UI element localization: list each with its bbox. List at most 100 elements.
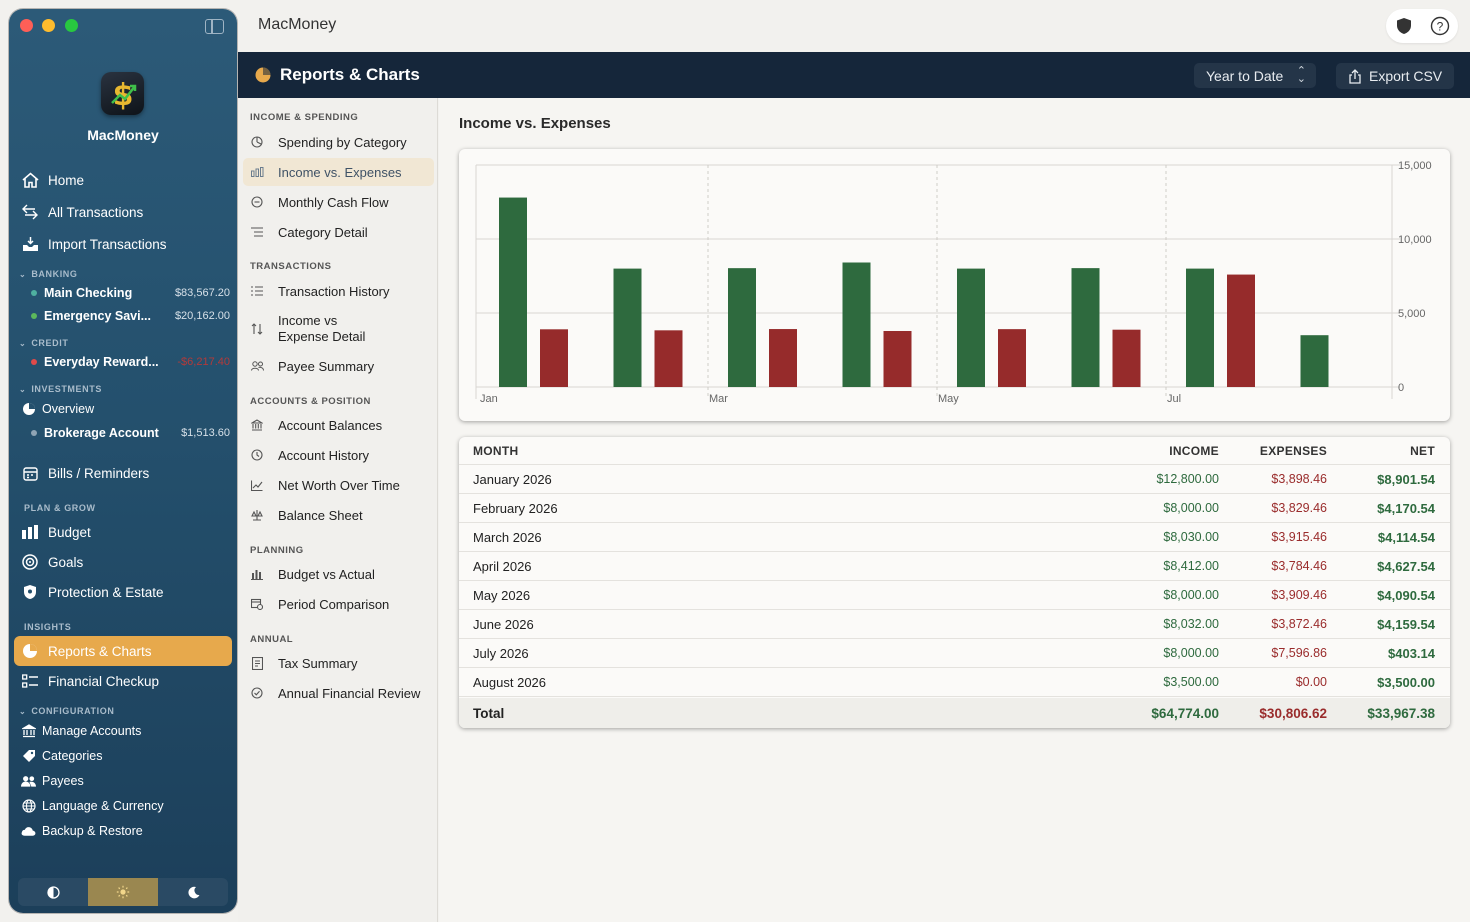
cell-income: $8,032.00 xyxy=(1163,617,1219,631)
sidebar-item-investments-overview[interactable]: Overview xyxy=(14,397,232,421)
dark-theme-button[interactable] xyxy=(158,878,228,906)
cell-expenses: $3,829.46 xyxy=(1271,501,1327,515)
sidebar-item-reports-charts[interactable]: Reports & Charts xyxy=(14,636,232,666)
sidebar-item-bills-reminders[interactable]: Bills / Reminders xyxy=(14,459,232,487)
cell-expenses: $3,909.46 xyxy=(1271,588,1327,602)
cell-expenses: $3,898.46 xyxy=(1271,472,1327,486)
sidebar-item-manage-accounts[interactable]: Manage Accounts xyxy=(14,719,232,743)
period-select[interactable]: Year to Date ⌃ ⌄ xyxy=(1194,63,1316,88)
sidebar-item-label: Overview xyxy=(42,402,95,416)
toolbar-actions: ? xyxy=(1386,9,1458,43)
column-header-net[interactable]: NET xyxy=(1410,443,1435,458)
report-item-transaction-history[interactable]: Transaction History xyxy=(243,277,434,305)
table-row[interactable]: January 2026 $12,800.00 $3,898.46 $8,901.54 xyxy=(459,465,1450,494)
sidebar-item-protection-estate[interactable]: Protection & Estate xyxy=(14,578,232,606)
sidebar-toggle-icon[interactable] xyxy=(205,19,224,34)
appearance-switcher xyxy=(18,878,228,906)
sidebar-item-goals[interactable]: Goals xyxy=(14,548,232,576)
auto-theme-button[interactable] xyxy=(18,878,88,906)
report-item-tax-summary[interactable]: Tax Summary xyxy=(243,649,434,677)
y-tick-label: 5,000 xyxy=(1398,308,1426,320)
sidebar-item-home[interactable]: Home xyxy=(14,166,232,194)
page-title: Reports & Charts xyxy=(280,65,420,84)
credit-section-label[interactable]: ⌄ CREDIT xyxy=(19,338,69,348)
sidebar-item-payees[interactable]: Payees xyxy=(14,769,232,793)
banking-section-label[interactable]: ⌄ BANKING xyxy=(19,269,78,279)
table-row[interactable]: April 2026 $8,412.00 $3,784.46 $4,627.54 xyxy=(459,552,1450,581)
backup-icon xyxy=(21,824,36,839)
cash-flow-icon xyxy=(250,195,264,209)
report-item-payee-summary[interactable]: Payee Summary xyxy=(243,352,434,380)
investments-section-label[interactable]: ⌄ INVESTMENTS xyxy=(19,384,102,394)
bar-chart-icon xyxy=(250,165,264,179)
cell-net: $3,500.00 xyxy=(1377,674,1435,690)
report-item-income-vs-expense-detail[interactable]: Income vs Expense Detail xyxy=(243,312,434,346)
table-row[interactable]: July 2026 $8,000.00 $7,596.86 $403.14 xyxy=(459,639,1450,668)
export-csv-button[interactable]: Export CSV xyxy=(1336,63,1454,89)
minimize-window-button[interactable] xyxy=(42,19,55,32)
sidebar-item-financial-checkup[interactable]: Financial Checkup xyxy=(14,667,232,695)
table-row[interactable]: February 2026 $8,000.00 $3,829.46 $4,170.54 xyxy=(459,494,1450,523)
report-item-balance-sheet[interactable]: Balance Sheet xyxy=(243,501,434,529)
sidebar-item-backup-restore[interactable]: Backup & Restore xyxy=(14,819,232,843)
sidebar-item-language-currency[interactable]: Language & Currency xyxy=(14,794,232,818)
table-row[interactable]: May 2026 $8,000.00 $3,909.46 $4,090.54 xyxy=(459,581,1450,610)
account-balance: -$6,217.40 xyxy=(177,356,230,368)
expense-bar xyxy=(540,329,568,387)
report-item-budget-vs-actual[interactable]: Budget vs Actual xyxy=(243,560,434,588)
export-csv-label: Export CSV xyxy=(1369,68,1443,84)
report-item-spending-by-category[interactable]: Spending by Category xyxy=(243,128,434,156)
report-item-annual-financial-review[interactable]: Annual Financial Review xyxy=(243,679,434,707)
report-item-period-comparison[interactable]: Period Comparison xyxy=(243,590,434,618)
cell-total-net: $33,967.38 xyxy=(1367,706,1435,721)
sun-icon xyxy=(116,885,130,899)
close-window-button[interactable] xyxy=(20,19,33,32)
account-everyday-rewards[interactable]: Everyday Reward... -$6,217.40 xyxy=(31,352,230,372)
light-theme-button[interactable] xyxy=(88,878,158,906)
bar-chart-icon xyxy=(21,523,39,541)
report-item-income-vs-expenses[interactable]: Income vs. Expenses xyxy=(243,158,434,186)
cell-net: $4,090.54 xyxy=(1377,587,1435,603)
sidebar-item-import-transactions[interactable]: Import Transactions xyxy=(14,230,232,258)
chevron-down-icon: ⌄ xyxy=(19,706,27,716)
report-item-account-history[interactable]: Account History xyxy=(243,441,434,469)
zoom-window-button[interactable] xyxy=(65,19,78,32)
sidebar-item-label: Goals xyxy=(48,554,84,570)
sidebar-item-categories[interactable]: Categories xyxy=(14,744,232,768)
table-row[interactable]: March 2026 $8,030.00 $3,915.46 $4,114.54 xyxy=(459,523,1450,552)
configuration-section-label[interactable]: ⌄ CONFIGURATION xyxy=(19,706,115,716)
report-item-monthly-cash-flow[interactable]: Monthly Cash Flow xyxy=(243,188,434,216)
report-item-account-balances[interactable]: Account Balances xyxy=(243,411,434,439)
cell-month: March 2026 xyxy=(473,529,542,545)
cell-income: $8,000.00 xyxy=(1163,646,1219,660)
chevron-down-icon: ⌄ xyxy=(19,384,27,394)
reports-list: INCOME & SPENDING Spending by Category I… xyxy=(238,98,438,922)
column-header-expenses[interactable]: EXPENSES xyxy=(1259,443,1327,458)
account-brokerage[interactable]: Brokerage Account $1,513.60 xyxy=(31,423,230,443)
reports-section-label: ANNUAL xyxy=(250,634,294,645)
report-item-label: Monthly Cash Flow xyxy=(278,194,389,210)
sidebar-item-budget[interactable]: Budget xyxy=(14,518,232,546)
report-item-category-detail[interactable]: Category Detail xyxy=(243,218,434,246)
account-emergency-savings[interactable]: Emergency Savi... $20,162.00 xyxy=(31,306,230,326)
income-bar xyxy=(842,262,871,387)
plan-section-label: PLAN & GROW xyxy=(24,503,96,513)
account-main-checking[interactable]: Main Checking $83,567.20 xyxy=(31,283,230,303)
column-header-income[interactable]: INCOME xyxy=(1169,443,1219,458)
report-item-label: Income vs Expense Detail xyxy=(278,313,366,344)
privacy-shield-icon[interactable] xyxy=(1394,16,1414,36)
column-header-month[interactable]: MONTH xyxy=(473,443,519,458)
help-icon[interactable]: ? xyxy=(1430,16,1450,36)
account-dot-icon xyxy=(31,290,37,296)
document-icon xyxy=(250,656,264,670)
globe-icon xyxy=(21,799,36,814)
updown-chevron-icon: ⌃ ⌄ xyxy=(1296,65,1306,85)
table-row[interactable]: June 2026 $8,032.00 $3,872.46 $4,159.54 xyxy=(459,610,1450,639)
sidebar-item-all-transactions[interactable]: All Transactions xyxy=(14,198,232,226)
table-row[interactable]: August 2026 $3,500.00 $0.00 $3,500.00 xyxy=(459,668,1450,697)
report-item-net-worth-over-time[interactable]: Net Worth Over Time xyxy=(243,471,434,499)
target-icon xyxy=(21,553,39,571)
income-bar xyxy=(613,268,642,387)
monthly-table: MONTH INCOME EXPENSES NET January 2026 $1… xyxy=(459,437,1450,728)
